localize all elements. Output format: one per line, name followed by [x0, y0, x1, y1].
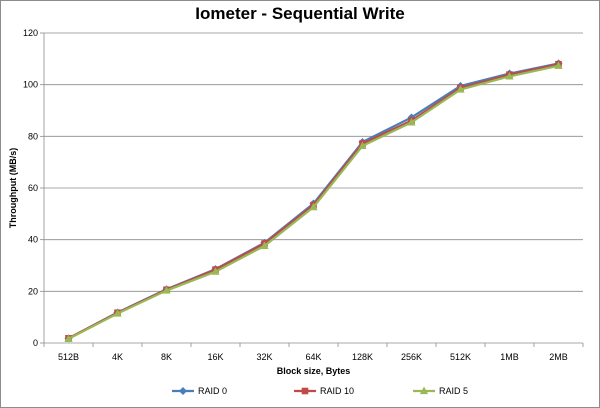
data-point-raid-5	[162, 286, 171, 294]
x-tick-label: 32K	[256, 352, 272, 362]
y-tick-labels: 0 20 40 60 80 100 120	[23, 28, 38, 348]
x-tick-label: 16K	[207, 352, 223, 362]
legend-label: RAID 5	[439, 386, 468, 396]
series-group	[64, 59, 563, 343]
legend: RAID 0 RAID 10 RAID 5	[172, 386, 468, 396]
legend-item-raid-10: RAID 10	[294, 386, 354, 396]
axes	[40, 32, 584, 347]
series-raid-0	[64, 59, 563, 343]
data-point-raid-5	[309, 202, 318, 211]
x-tick-label: 4K	[112, 352, 123, 362]
y-tick-label: 20	[28, 286, 38, 296]
x-tick-label: 256K	[401, 352, 422, 362]
gridlines	[44, 32, 583, 292]
data-point-raid-5	[456, 85, 465, 93]
legend-label: RAID 0	[198, 386, 227, 396]
y-tick-label: 60	[28, 183, 38, 193]
legend-label: RAID 10	[320, 386, 354, 396]
data-point-raid-5	[113, 309, 122, 317]
data-point-raid-5	[260, 241, 269, 249]
y-tick-label: 40	[28, 235, 38, 245]
x-tick-label: 512B	[58, 352, 79, 362]
legend-item-raid-0: RAID 0	[172, 386, 227, 396]
legend-item-raid-5: RAID 5	[413, 386, 468, 396]
series-raid-5	[64, 61, 563, 342]
legend-marker	[301, 387, 309, 395]
legend-marker	[419, 386, 429, 395]
x-tick-label: 1MB	[500, 352, 519, 362]
x-axis-title: Block size, Bytes	[277, 366, 351, 376]
y-tick-label: 80	[28, 131, 38, 141]
x-tick-label: 2MB	[549, 352, 568, 362]
legend-marker	[178, 386, 188, 396]
x-tick-label: 64K	[305, 352, 321, 362]
chart-title: Iometer - Sequential Write	[195, 4, 405, 23]
x-tick-label: 128K	[352, 352, 373, 362]
data-point-raid-5	[64, 334, 73, 342]
y-axis-title: Throughput (MB/s)	[8, 148, 18, 228]
data-point-raid-5	[358, 141, 367, 149]
data-point-raid-5	[505, 71, 514, 80]
data-point-raid-5	[554, 61, 563, 69]
data-point-raid-5	[407, 117, 416, 126]
x-tick-labels: 512B 4K 8K 16K 32K 64K 128K 256K 512K 1MB 2MB	[58, 352, 568, 362]
y-tick-label: 100	[23, 80, 38, 90]
data-point-raid-5	[211, 267, 220, 275]
y-tick-label: 120	[23, 28, 38, 38]
x-tick-label: 512K	[450, 352, 471, 362]
x-tick-label: 8K	[161, 352, 172, 362]
y-tick-label: 0	[33, 338, 38, 348]
